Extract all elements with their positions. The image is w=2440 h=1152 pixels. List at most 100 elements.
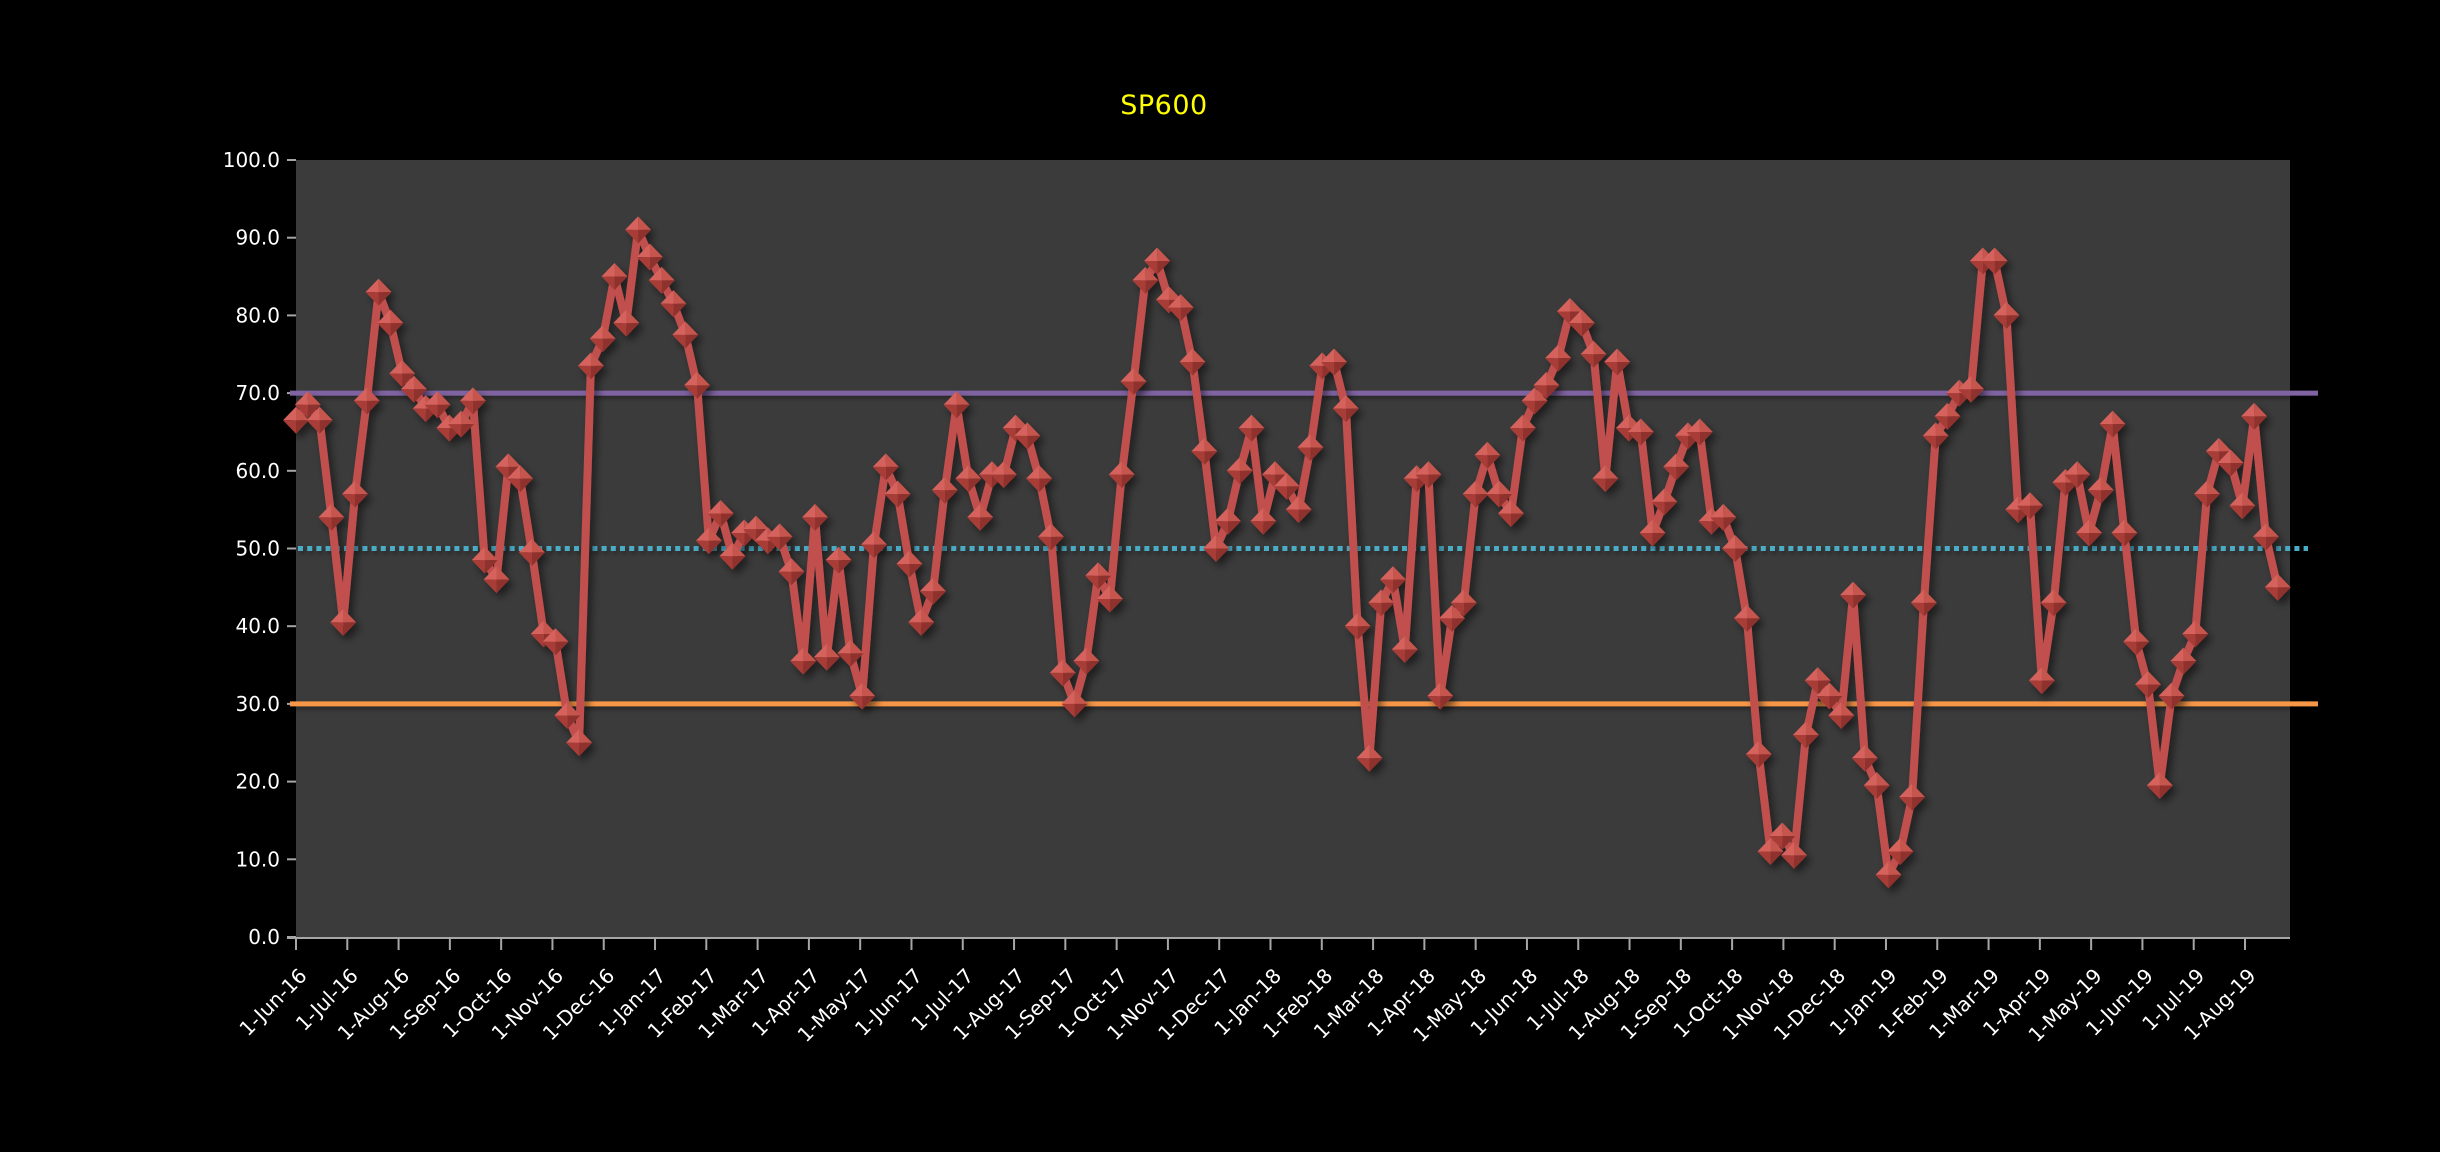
series-marker	[2099, 410, 2126, 438]
series-marker	[1993, 301, 2020, 329]
series-marker	[707, 500, 734, 528]
series-marker	[943, 391, 970, 419]
series-marker	[389, 360, 416, 388]
series-marker	[1061, 690, 1088, 718]
series-marker	[1427, 682, 1454, 710]
series-marker	[1415, 461, 1442, 489]
series-marker	[2146, 771, 2173, 799]
series-marker	[1887, 838, 1914, 866]
series-marker	[1733, 604, 1760, 632]
series-marker	[1792, 721, 1819, 749]
series-marker	[542, 628, 569, 656]
series-marker	[400, 375, 427, 403]
series-marker	[990, 461, 1017, 489]
y-axis-tick-label: 20.0	[235, 770, 280, 794]
series-marker	[919, 577, 946, 605]
series-marker	[684, 371, 711, 399]
series-marker	[813, 643, 840, 671]
series-marker	[896, 550, 923, 578]
series-marker	[660, 290, 687, 318]
series-marker	[695, 527, 722, 555]
series-marker	[1958, 375, 1985, 403]
series-marker	[341, 480, 368, 508]
series-marker	[1332, 395, 1359, 423]
series-marker	[1757, 838, 1784, 866]
series-marker	[424, 391, 451, 419]
series-marker	[1851, 744, 1878, 772]
series-marker	[2134, 670, 2161, 698]
series-marker	[2040, 589, 2067, 617]
series-marker	[672, 321, 699, 349]
series-marker	[1250, 507, 1277, 535]
series-marker	[2017, 492, 2044, 520]
series-marker	[1344, 612, 1371, 640]
series-marker	[1910, 589, 1937, 617]
series-marker	[2264, 573, 2291, 601]
series-marker	[1273, 472, 1300, 500]
series-marker	[1875, 861, 1902, 889]
chart-title: SP600	[1120, 90, 1208, 121]
series-marker	[1462, 480, 1489, 508]
series-marker	[908, 608, 935, 636]
series-marker	[1226, 457, 1253, 485]
series-marker	[1804, 667, 1831, 695]
series-marker	[1521, 387, 1548, 415]
y-axis-tick-label: 90.0	[235, 226, 280, 250]
series-marker	[601, 263, 628, 291]
series-marker	[1356, 744, 1383, 772]
series-marker	[625, 216, 652, 244]
series-marker	[1368, 589, 1395, 617]
y-axis-tick-label: 40.0	[235, 614, 280, 638]
series-marker	[1391, 636, 1418, 664]
series-marker	[1167, 294, 1194, 322]
series-marker	[1297, 433, 1324, 461]
series-marker	[554, 702, 581, 730]
series-marker	[1026, 465, 1053, 493]
series-marker	[1509, 414, 1536, 442]
series-marker	[1934, 402, 1961, 430]
series-marker	[1663, 453, 1690, 481]
series-marker	[2064, 461, 2091, 489]
series-marker	[931, 476, 958, 504]
series-marker	[1486, 480, 1513, 508]
series-marker	[1745, 740, 1772, 768]
series-marker	[884, 480, 911, 508]
series-marker	[2252, 523, 2279, 551]
series-marker	[1285, 496, 1312, 524]
series-marker	[766, 523, 793, 551]
series-marker	[1710, 503, 1737, 531]
series-marker	[1439, 604, 1466, 632]
series-sp600	[283, 216, 2291, 889]
series-marker	[2229, 492, 2256, 520]
series-marker	[306, 406, 333, 434]
series-marker	[2123, 628, 2150, 656]
series-marker	[294, 391, 321, 419]
series-marker	[1191, 437, 1218, 465]
series-marker	[1037, 523, 1064, 551]
series-marker	[1144, 247, 1171, 275]
y-axis-tick-label: 100.0	[223, 148, 280, 172]
series-marker	[1639, 519, 1666, 547]
series-marker	[1981, 247, 2008, 275]
series-marker	[2193, 480, 2220, 508]
series-marker	[1120, 367, 1147, 395]
series-marker	[353, 387, 380, 415]
series-marker	[2087, 476, 2114, 504]
series-marker	[1686, 418, 1713, 446]
series-marker	[283, 406, 309, 434]
series-marker	[566, 729, 593, 757]
series-marker	[483, 566, 510, 594]
series-marker	[1380, 566, 1407, 594]
series-marker	[872, 453, 899, 481]
series-marker	[719, 542, 746, 570]
series-marker	[2217, 449, 2244, 477]
series-marker	[1816, 682, 1843, 710]
series-marker	[2076, 519, 2103, 547]
y-axis-tick-label: 30.0	[235, 692, 280, 716]
series-marker	[1568, 309, 1595, 337]
series-marker	[1899, 783, 1926, 811]
series-marker	[2182, 620, 2209, 648]
series-marker	[518, 538, 545, 566]
